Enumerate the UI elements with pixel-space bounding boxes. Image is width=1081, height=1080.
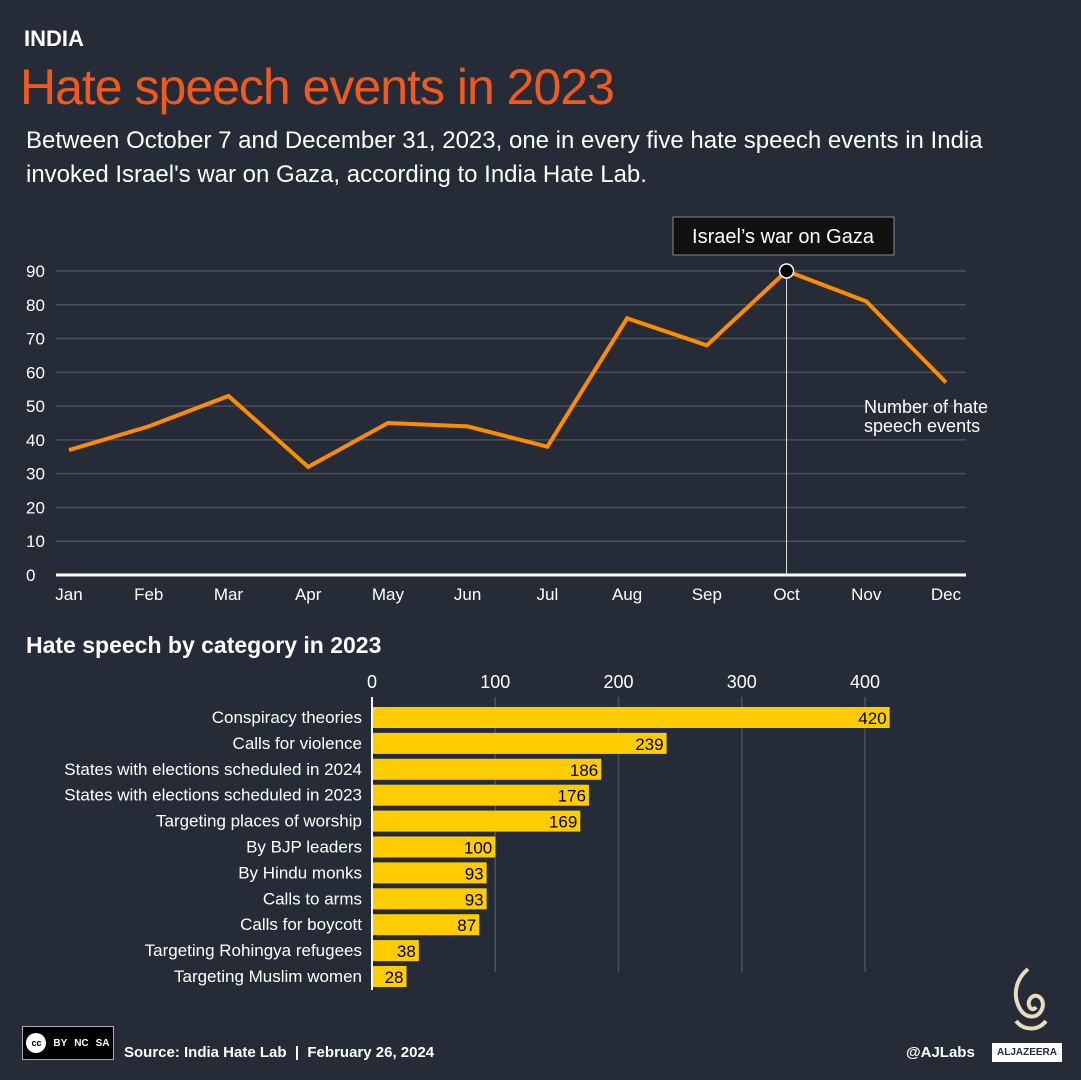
x-tick-label: 0 — [367, 672, 377, 692]
page-title: Hate speech events in 2023 — [20, 59, 615, 115]
bar — [372, 966, 407, 987]
data-label: 169 — [549, 813, 577, 832]
handle: @AJLabs — [906, 1044, 975, 1061]
x-tick-label: Dec — [931, 585, 962, 604]
subtitle: Between October 7 and December 31, 2023,… — [26, 127, 983, 188]
x-tick-label: Mar — [214, 585, 244, 604]
bar — [372, 888, 487, 910]
aljazeera-logo-icon — [1013, 967, 1048, 1031]
source-text: Source: India Hate Lab | February 26, 20… — [124, 1044, 435, 1061]
series-line — [68, 268, 948, 470]
license-nc: NC — [74, 1037, 89, 1049]
annotation-box — [672, 216, 895, 256]
x-tick-label: 100 — [480, 672, 510, 692]
y-tick-label: 90 — [26, 262, 45, 281]
data-label: 100 — [464, 839, 492, 858]
bar — [372, 732, 667, 754]
category-label: Targeting Muslim women — [174, 967, 362, 986]
category-label: Targeting places of worship — [156, 812, 362, 831]
bar — [372, 836, 496, 858]
y-tick-label: 10 — [26, 532, 45, 551]
y-tick-label: 50 — [26, 397, 45, 416]
category-label: By Hindu monks — [238, 863, 362, 882]
category-label: States with elections scheduled in 2024 — [64, 760, 362, 779]
x-tick-label: 400 — [850, 672, 880, 692]
x-tick-label: Jul — [536, 585, 558, 604]
x-tick-label: Oct — [773, 585, 800, 604]
data-label: 38 — [397, 942, 416, 961]
x-tick-label: May — [372, 585, 405, 604]
y-tick-label: 40 — [26, 431, 45, 450]
bar — [372, 940, 419, 962]
category-label: Calls to arms — [263, 889, 362, 908]
category-label: By BJP leaders — [246, 838, 362, 857]
x-tick-label: Jun — [454, 585, 481, 604]
category-label: Calls for boycott — [240, 915, 362, 934]
y-tick-label: 70 — [26, 330, 45, 349]
license-sa: SA — [95, 1037, 110, 1049]
category-label: Calls for violence — [233, 734, 362, 753]
x-tick-label: Nov — [851, 585, 882, 604]
x-tick-label: 200 — [603, 672, 633, 692]
annotation-label: Israel’s war on Gaza — [692, 226, 875, 248]
x-tick-label: Aug — [612, 585, 642, 604]
data-label: 176 — [558, 787, 586, 806]
cc-icon: cc — [26, 1033, 47, 1053]
bar — [372, 914, 480, 936]
cc-license-badge: cc BY NC SA — [22, 1026, 114, 1060]
category-label: States with elections scheduled in 2023 — [64, 786, 362, 805]
category-label: Conspiracy theories — [212, 708, 362, 727]
data-label: 87 — [457, 916, 476, 935]
y-tick-label: 60 — [26, 363, 45, 382]
data-label: 239 — [635, 735, 663, 754]
x-tick-label: 300 — [727, 672, 757, 692]
x-tick-label: Sep — [692, 585, 722, 604]
bar — [372, 758, 602, 780]
series-label-line2: speech events — [864, 416, 980, 436]
series-label-line1: Number of hate — [864, 397, 988, 417]
bar-chart-title: Hate speech by category in 2023 — [26, 632, 382, 658]
annotation-marker — [778, 263, 795, 279]
x-tick-label: Jan — [55, 585, 82, 604]
y-tick-label: 20 — [26, 498, 45, 517]
y-tick-label: 80 — [26, 296, 45, 315]
bar — [372, 707, 890, 728]
bar — [372, 862, 487, 884]
data-label: 93 — [465, 864, 484, 883]
y-tick-label: 0 — [26, 566, 35, 585]
category-label: Targeting Rohingya refugees — [145, 941, 362, 960]
data-label: 93 — [465, 890, 484, 909]
y-tick-label: 30 — [26, 465, 45, 484]
data-label: 28 — [385, 968, 404, 987]
bar — [372, 784, 589, 806]
x-tick-label: Feb — [134, 585, 163, 604]
brand-badge: ALJAZEERA — [992, 1043, 1063, 1062]
bar — [372, 810, 581, 832]
kicker: INDIA — [24, 26, 84, 51]
data-label: 420 — [858, 709, 886, 728]
x-tick-label: Apr — [295, 585, 322, 604]
license-by: BY — [53, 1037, 68, 1049]
data-label: 186 — [570, 761, 598, 780]
